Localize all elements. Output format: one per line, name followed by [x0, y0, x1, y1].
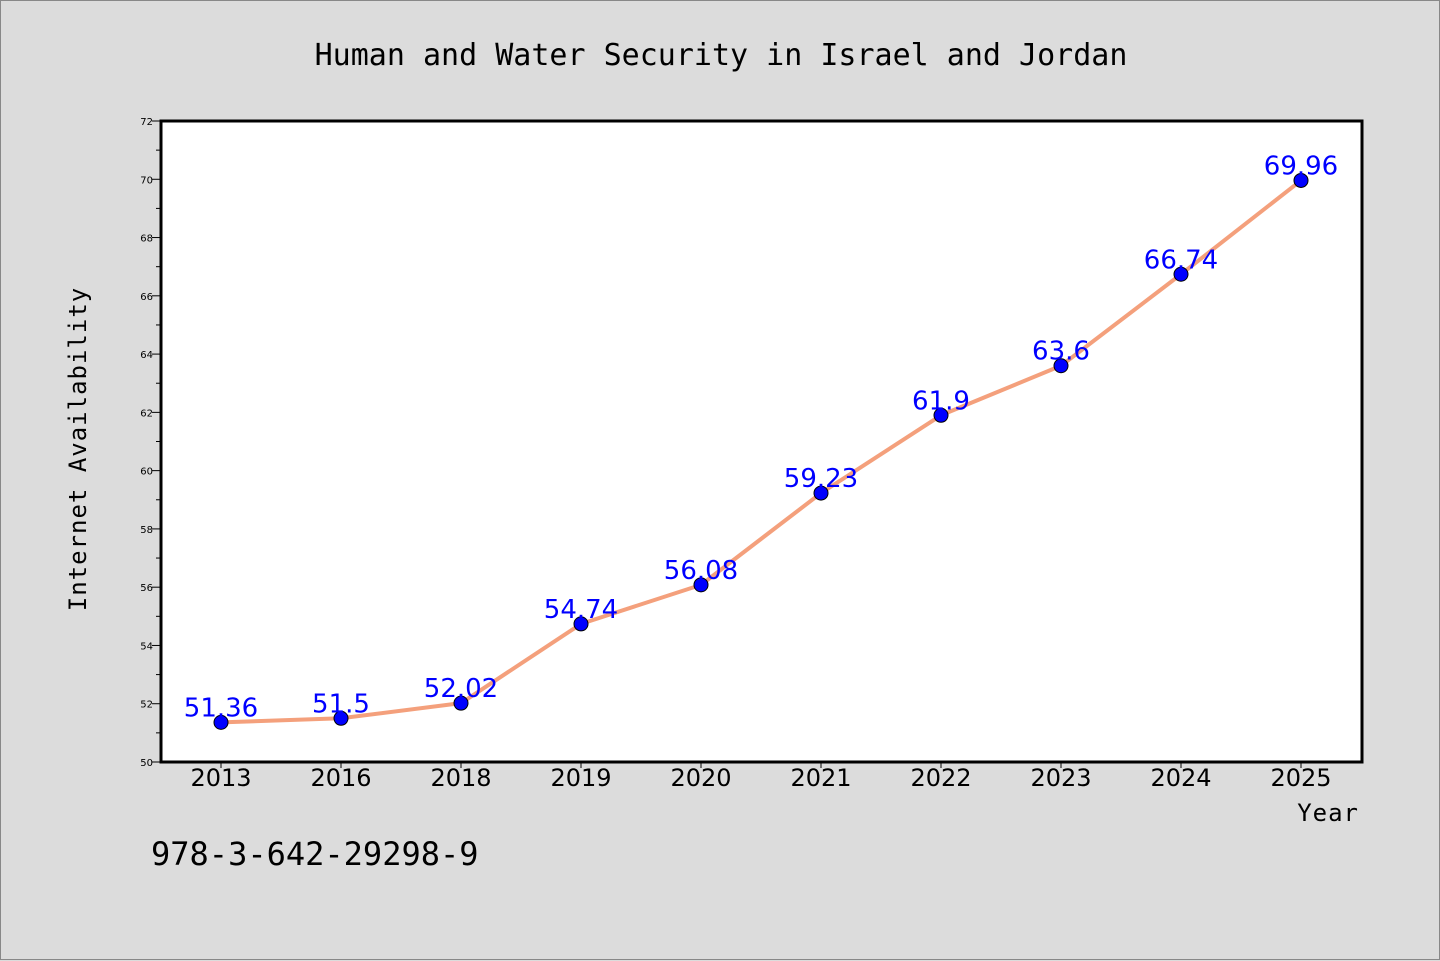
- data-label: 54.74: [544, 595, 618, 625]
- data-point: [453, 695, 469, 711]
- chart-title: Human and Water Security in Israel and J…: [315, 38, 1128, 73]
- y-tick-label: 54: [140, 641, 153, 652]
- x-tick-label: 2022: [910, 764, 971, 792]
- series-layer: [213, 172, 1309, 730]
- x-tick-label: 2021: [790, 764, 851, 792]
- data-point: [1053, 358, 1069, 374]
- x-tick-label: 2025: [1270, 764, 1331, 792]
- y-tick-label: 70: [140, 175, 153, 186]
- x-tick-label: 2018: [430, 764, 491, 792]
- data-point: [573, 616, 589, 632]
- x-tick-label: 2019: [550, 764, 611, 792]
- data-point: [1173, 266, 1189, 282]
- y-tick-label: 60: [140, 467, 153, 478]
- data-point: [333, 710, 349, 726]
- x-tick-label: 2020: [670, 764, 731, 792]
- y-tick-label: 52: [140, 700, 153, 711]
- data-point: [1293, 172, 1309, 188]
- data-label: 51.5: [312, 689, 370, 719]
- data-label: 59.23: [784, 464, 858, 494]
- data-label: 56.08: [664, 556, 738, 586]
- data-point: [213, 714, 229, 730]
- y-tick-label: 72: [140, 117, 153, 128]
- footer-isbn: 978-3-642-29298-9: [151, 835, 479, 873]
- data-label: 66.74: [1144, 245, 1218, 275]
- data-label: 69.96: [1264, 151, 1338, 181]
- x-axis-label: Year: [1297, 799, 1359, 827]
- y-tick-label: 58: [140, 525, 153, 536]
- y-tick-label: 50: [140, 758, 153, 769]
- data-label: 63.6: [1032, 337, 1090, 367]
- series-line: [219, 178, 1303, 725]
- data-point: [813, 485, 829, 501]
- data-point: [933, 407, 949, 423]
- y-tick-label: 66: [140, 292, 153, 303]
- x-tick-label: 2013: [190, 764, 251, 792]
- x-tick-label: 2016: [310, 764, 371, 792]
- data-label: 52.02: [424, 674, 498, 704]
- y-tick-label: 64: [140, 350, 153, 361]
- x-tick-label: 2023: [1030, 764, 1091, 792]
- data-label: 51.36: [184, 693, 258, 723]
- y-tick-label: 62: [140, 408, 153, 419]
- y-axis-label: Internet Availability: [64, 287, 92, 611]
- x-tick-label: 2024: [1150, 764, 1211, 792]
- plot-area: [159, 119, 1364, 764]
- x-axis: 2013 2016 2018 2019 2020 2021 2022 2023 2024 2025: [190, 762, 1332, 792]
- y-tick-label: 68: [140, 234, 153, 245]
- data-label: 61.9: [912, 386, 970, 416]
- data-labels: 51.36 51.5 52.02 54.74 56.08 59.23 61.9 63.6 66.…: [184, 151, 1338, 723]
- y-axis: 50 52 54 56 58 60 62 64 66 68 70 72: [140, 117, 161, 769]
- data-point: [693, 577, 709, 593]
- y-tick-label: 56: [140, 583, 153, 594]
